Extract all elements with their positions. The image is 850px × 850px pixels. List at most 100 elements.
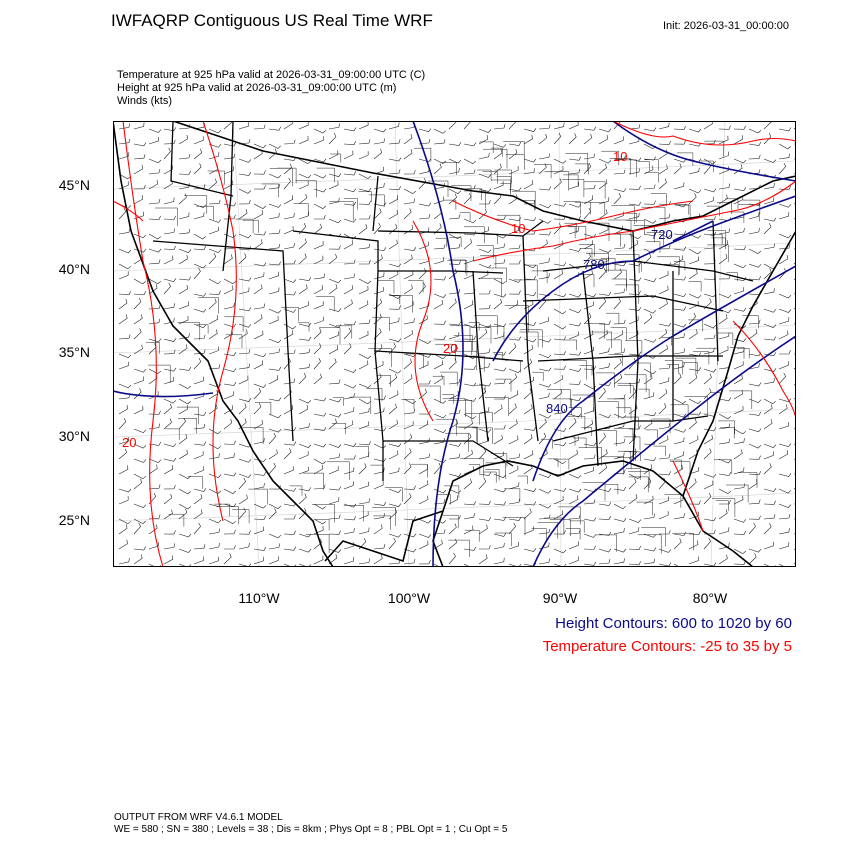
wind-barb <box>313 128 327 134</box>
wind-barb <box>388 263 402 268</box>
wind-barb <box>223 488 237 494</box>
county-line <box>477 169 492 182</box>
wind-barb <box>403 149 413 160</box>
wind-barb <box>478 524 488 535</box>
county-line <box>319 327 341 345</box>
wind-barb <box>133 291 146 296</box>
wind-barb <box>313 465 324 475</box>
county-line <box>641 527 666 547</box>
wind-barb <box>118 361 129 370</box>
winds-field-label: Winds (kts) <box>117 95 172 107</box>
wind-barb <box>359 215 371 220</box>
wind-barb <box>433 374 443 385</box>
wind-barb <box>178 134 188 145</box>
wind-barb <box>568 436 579 445</box>
wind-barb <box>568 449 578 460</box>
wind-barb <box>343 188 357 193</box>
wind-barb <box>643 156 657 161</box>
wind-barb <box>658 149 668 160</box>
wind-barb <box>208 329 218 340</box>
wind-barb <box>238 188 252 194</box>
county-line <box>235 218 254 234</box>
wind-barb <box>508 419 518 430</box>
wind-barb <box>748 263 762 268</box>
wind-barb <box>643 368 656 375</box>
wind-barb <box>328 379 341 385</box>
county-line <box>547 389 571 408</box>
county-line <box>408 280 424 293</box>
wind-barb <box>313 203 327 209</box>
wind-barb <box>598 432 606 445</box>
temperature-field-label: Temperature at 925 hPa valid at 2026-03-… <box>117 69 426 81</box>
county-line <box>442 394 455 404</box>
wind-barb <box>673 140 686 145</box>
county-line <box>428 180 449 197</box>
county-line <box>333 397 344 406</box>
wind-barb <box>133 458 147 463</box>
wind-barb <box>118 496 129 505</box>
wind-barb <box>493 124 506 130</box>
wind-barb <box>433 353 446 360</box>
height-label: 780 <box>583 257 605 272</box>
wind-barb <box>433 335 446 340</box>
wind-barb <box>223 302 235 310</box>
wind-barb <box>478 477 487 490</box>
wind-barb <box>358 511 369 520</box>
wind-barb <box>328 453 341 460</box>
wind-barb <box>508 149 518 160</box>
wind-barb <box>658 270 669 280</box>
wind-barb <box>553 269 563 280</box>
wind-barb <box>418 241 429 250</box>
wind-barb <box>253 471 267 476</box>
wind-barb <box>193 263 207 269</box>
county-line <box>568 407 582 418</box>
wind-barb <box>163 376 174 385</box>
county-line <box>638 161 650 171</box>
county-line <box>335 325 353 339</box>
wind-barb <box>373 128 387 133</box>
temperature-label: 20 <box>443 341 457 356</box>
wind-barb <box>748 471 761 476</box>
wind-barb <box>508 522 516 535</box>
wind-barb <box>133 518 147 524</box>
wind-barb <box>118 291 131 296</box>
wind-barb <box>733 158 747 164</box>
wind-barb <box>613 486 627 491</box>
county-line <box>468 464 481 474</box>
county-line <box>445 432 469 452</box>
wind-barb <box>238 542 250 550</box>
wind-barb <box>508 453 521 460</box>
wind-barb <box>283 448 292 460</box>
wind-barb <box>298 443 312 448</box>
wind-barb <box>358 558 370 565</box>
wind-barb <box>418 338 432 345</box>
wind-barb <box>493 215 506 220</box>
wind-barb <box>553 122 565 130</box>
wind-barb <box>163 403 172 415</box>
county-line <box>372 507 396 526</box>
wind-barb <box>163 282 171 295</box>
wind-barb <box>763 488 777 492</box>
wind-barb <box>388 239 398 250</box>
wind-barb <box>658 122 670 130</box>
wind-barb <box>703 427 717 432</box>
wind-barb <box>448 344 458 355</box>
wind-barb <box>703 492 712 505</box>
wind-barb <box>298 563 312 567</box>
wind-barb <box>133 443 147 449</box>
wind-barb <box>448 552 456 565</box>
wind-barb <box>598 135 609 145</box>
county-line <box>591 331 612 349</box>
wind-barb <box>148 136 159 145</box>
wind-barb <box>283 546 297 551</box>
wind-barb <box>733 263 747 269</box>
wind-barb <box>208 528 220 535</box>
wind-barb <box>298 336 312 341</box>
wind-barb <box>373 427 387 432</box>
wind-barb <box>343 171 357 176</box>
county-line <box>623 416 639 429</box>
wind-barb <box>568 331 579 340</box>
wind-barb <box>208 128 222 134</box>
county-line <box>608 219 632 239</box>
wind-barb <box>328 132 337 145</box>
